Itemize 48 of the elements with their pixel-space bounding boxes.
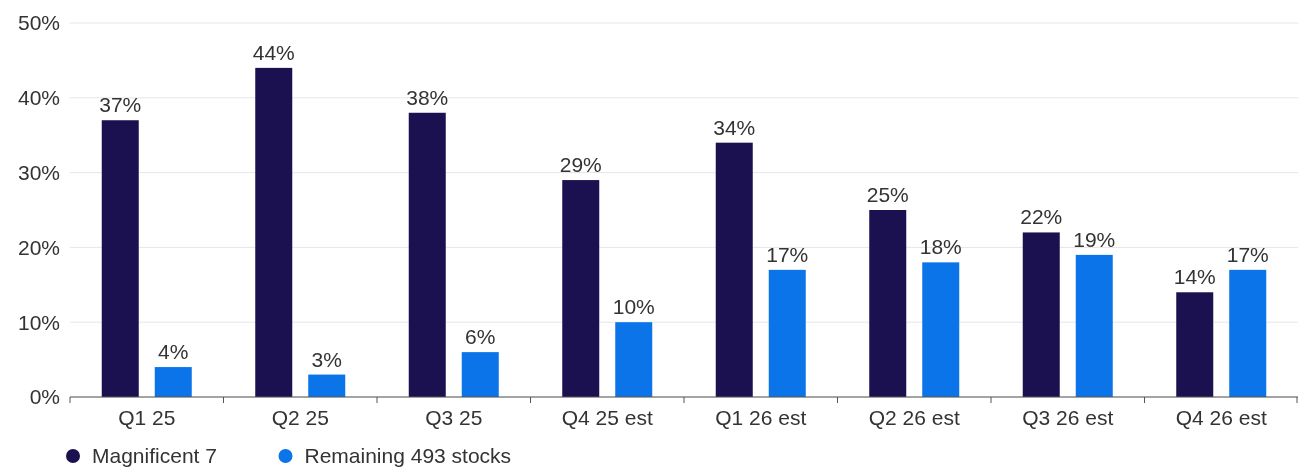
data-label: 34% [713, 115, 756, 139]
data-label: 25% [866, 183, 909, 206]
data-label: 14% [1173, 265, 1216, 289]
x-tick-label: Q2 26 est [868, 406, 960, 429]
bar [715, 142, 753, 397]
bar [1229, 269, 1267, 397]
bar [1022, 232, 1060, 397]
x-tick-label: Q3 26 est [1022, 406, 1114, 429]
bar [615, 322, 653, 397]
data-label: 3% [311, 347, 342, 371]
data-label: 6% [465, 325, 496, 349]
bar [869, 210, 907, 397]
bar [255, 67, 293, 397]
data-label: 17% [1226, 242, 1269, 266]
legend-label: Magnificent 7 [92, 444, 217, 467]
x-tick-label: Q1 25 [118, 406, 176, 429]
bar [768, 269, 806, 397]
data-label: 19% [1073, 227, 1116, 251]
data-label: 10% [612, 295, 655, 319]
x-tick-label: Q4 25 est [561, 406, 653, 429]
legend-label: Remaining 493 stocks [304, 444, 512, 467]
y-tick-label: 30% [17, 160, 60, 184]
data-label: 4% [158, 340, 189, 364]
data-label: 44% [252, 40, 295, 64]
bar [101, 120, 139, 397]
bar [461, 352, 499, 397]
bar [154, 367, 192, 397]
data-label: 29% [559, 153, 602, 177]
y-tick-label: 20% [17, 235, 60, 259]
y-tick-label: 0% [29, 385, 60, 409]
data-label: 38% [406, 85, 449, 109]
data-label: 17% [766, 242, 809, 266]
y-tick-label: 10% [17, 310, 60, 334]
y-tick-label: 50% [17, 11, 60, 35]
bar [408, 112, 446, 397]
bar [562, 180, 600, 397]
x-tick-label: Q4 26 est [1175, 406, 1267, 429]
bar [922, 262, 960, 397]
bar [1075, 254, 1113, 397]
x-tick-label: Q1 26 est [715, 406, 807, 429]
data-label: 22% [1020, 205, 1063, 229]
y-tick-label: 40% [17, 86, 60, 110]
data-label: 37% [99, 93, 142, 117]
bar [1176, 292, 1214, 397]
x-tick-label: Q3 25 [425, 406, 483, 429]
x-tick-label: Q2 25 [271, 406, 329, 429]
bar [308, 374, 346, 397]
data-label: 18% [919, 235, 962, 259]
